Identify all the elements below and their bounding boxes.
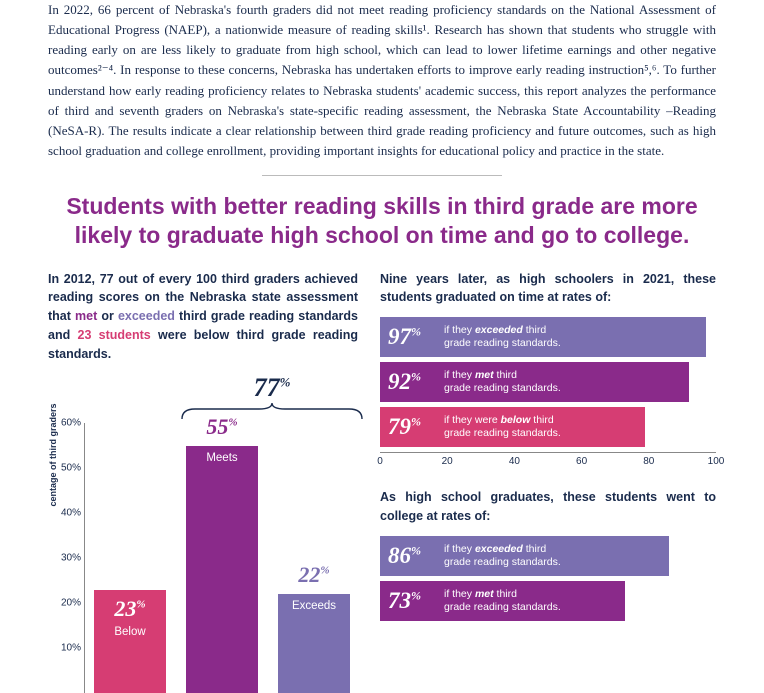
divider [262,175,502,176]
hbar-pct: 73% [388,588,438,614]
y-tick: 20% [55,598,81,609]
bar-chart: 77% centage of third graders 10%20%30%40… [48,373,358,693]
bar-exceeds: 22%Exceeds [278,594,350,693]
bar-pct: 22% [278,562,350,588]
t: or [97,309,118,323]
exceeded-word: exceeded [118,309,175,323]
t: In 2012, [48,272,100,286]
x-tick: 20 [442,456,453,467]
x-tick: 40 [509,456,520,467]
left-subtext: In 2012, 77 out of every 100 third grade… [48,270,358,364]
x-tick: 100 [708,456,725,467]
below-word: 23 students [78,328,151,342]
hbar-pct: 92% [388,369,438,395]
y-tick: 10% [55,643,81,654]
hbar-pct: 79% [388,414,438,440]
met-word: met [75,309,97,323]
hbar: 73%if they met thirdgrade reading standa… [380,581,625,621]
graduation-axis: 020406080100 [380,452,716,470]
hbar-text: if they exceeded thirdgrade reading stan… [444,543,561,569]
hbar-text: if they exceeded thirdgrade reading stan… [444,324,561,350]
bar-meets: 55%Meets [186,446,258,693]
chart-area: centage of third graders 10%20%30%40%50%… [84,423,358,693]
hbar-pct: 86% [388,543,438,569]
college-hbars: 86%if they exceeded thirdgrade reading s… [380,536,716,621]
t: 77 [100,272,114,286]
bar-label: Below [94,626,166,638]
graduation-hbars: 97%if they exceeded thirdgrade reading s… [380,317,716,447]
hbar-text: if they met thirdgrade reading standards… [444,369,561,395]
hbar-text: if they met thirdgrade reading standards… [444,588,561,614]
right-subtext-2: As high school graduates, these students… [380,488,716,526]
bars-container: 23%Below55%Meets22%Exceeds [94,423,350,693]
hbar: 79%if they were below thirdgrade reading… [380,407,645,447]
hbar-text: if they were below thirdgrade reading st… [444,414,561,440]
right-column: Nine years later, as high schoolers in 2… [380,270,716,693]
two-column-layout: In 2012, 77 out of every 100 third grade… [48,270,716,693]
y-tick: 60% [55,418,81,429]
headline: Students with better reading skills in t… [48,192,716,250]
bar-pct: 55% [186,414,258,440]
hbar: 86%if they exceeded thirdgrade reading s… [380,536,669,576]
y-tick: 30% [55,553,81,564]
hbar-row: 92%if they met thirdgrade reading standa… [380,362,716,402]
y-tick: 40% [55,508,81,519]
brace-pct: 77 [254,373,280,402]
hbar: 97%if they exceeded thirdgrade reading s… [380,317,706,357]
x-tick: 80 [643,456,654,467]
intro-paragraph: In 2022, 66 percent of Nebraska's fourth… [48,0,716,161]
left-column: In 2012, 77 out of every 100 third grade… [48,270,358,693]
hbar-row: 79%if they were below thirdgrade reading… [380,407,716,447]
bar-pct: 23% [94,596,166,622]
hbar-row: 97%if they exceeded thirdgrade reading s… [380,317,716,357]
hbar-row: 73%if they met thirdgrade reading standa… [380,581,716,621]
right-subtext-1: Nine years later, as high schoolers in 2… [380,270,716,308]
bar-label: Exceeds [278,600,350,612]
hbar-pct: 97% [388,324,438,350]
bar-label: Meets [186,452,258,464]
y-tick: 50% [55,463,81,474]
x-tick: 0 [377,456,383,467]
bar-below: 23% Below [94,590,166,693]
hbar-row: 86%if they exceeded thirdgrade reading s… [380,536,716,576]
x-tick: 60 [576,456,587,467]
hbar: 92%if they met thirdgrade reading standa… [380,362,689,402]
